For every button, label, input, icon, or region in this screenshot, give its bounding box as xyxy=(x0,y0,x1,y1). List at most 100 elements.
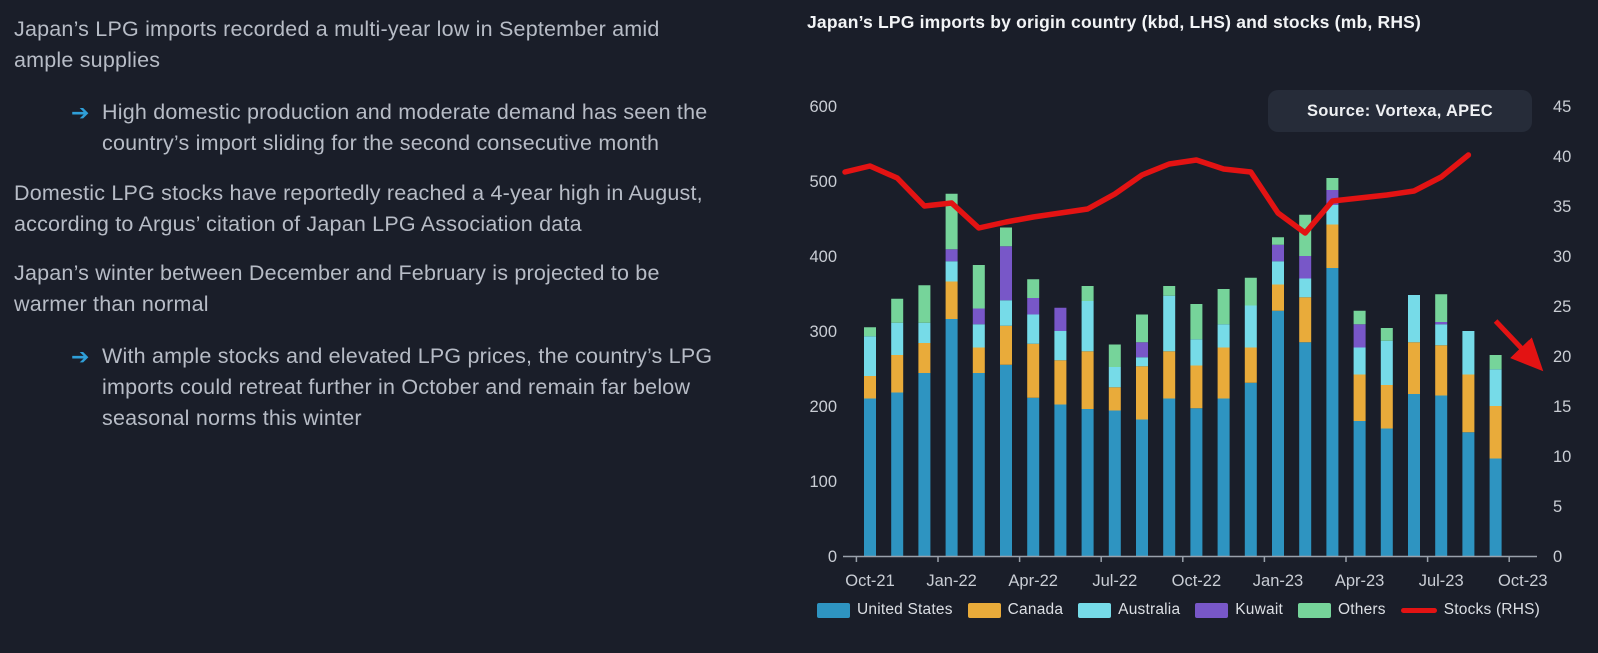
bar-segment xyxy=(1272,310,1284,556)
legend-item: Canada xyxy=(967,601,1064,619)
bar-segment xyxy=(1272,261,1284,285)
bar-segment xyxy=(1408,394,1420,556)
bar-segment xyxy=(1108,387,1121,411)
bar-segment xyxy=(972,347,985,373)
bar-segment xyxy=(1380,340,1393,385)
legend-line-swatch xyxy=(1400,607,1437,613)
y-axis-label-right: 25 xyxy=(1553,298,1571,316)
bar-segment xyxy=(918,373,931,556)
x-axis-label: Apr-23 xyxy=(1335,572,1385,590)
bar-segment xyxy=(918,322,931,343)
bullet-imports-low: Japan’s LPG imports recorded a multi-yea… xyxy=(14,17,660,72)
bar-segment xyxy=(1435,322,1448,325)
bar-segment xyxy=(1081,286,1094,301)
y-axis-label-left: 300 xyxy=(809,323,837,341)
bar-segment xyxy=(1027,397,1040,556)
y-axis-label-left: 200 xyxy=(809,398,837,416)
y-axis-label-right: 15 xyxy=(1553,398,1571,416)
bar-segment xyxy=(864,327,876,337)
bar-segment xyxy=(1272,237,1284,245)
legend-label: Australia xyxy=(1118,601,1181,618)
bar-segment xyxy=(1136,314,1148,343)
bar-segment xyxy=(1108,344,1121,367)
legend-color-swatch xyxy=(967,602,1001,618)
bar-segment xyxy=(1380,428,1393,556)
bar-segment xyxy=(1299,278,1312,298)
y-axis-label-right: 10 xyxy=(1553,448,1571,466)
sub-bullet-outlook: ➔ With ample stocks and elevated LPG pri… xyxy=(71,341,774,434)
bar-segment xyxy=(1190,304,1203,340)
commentary-panel: Japan’s LPG imports recorded a multi-yea… xyxy=(14,10,774,434)
bar-segment xyxy=(1054,307,1067,331)
legend-label: Kuwait xyxy=(1235,601,1283,618)
bar-segment xyxy=(1299,256,1312,279)
bar-segment xyxy=(1108,410,1121,556)
legend-color-swatch xyxy=(817,602,850,618)
sub-bullet-production-text: High domestic production and moderate de… xyxy=(102,100,708,155)
bar-segment xyxy=(1163,351,1176,399)
bar-segment xyxy=(1054,331,1067,361)
x-axis-label: Jul-23 xyxy=(1419,572,1464,590)
bar-segment xyxy=(1163,398,1176,556)
legend-label: United States xyxy=(857,601,953,618)
y-axis-label-left: 500 xyxy=(809,173,837,191)
legend-item: United States xyxy=(817,601,953,619)
bar-segment xyxy=(1353,347,1366,375)
bar-segment xyxy=(1462,374,1475,433)
legend-item: Kuwait xyxy=(1195,601,1283,619)
y-axis-label-right: 30 xyxy=(1553,248,1571,266)
bar-segment xyxy=(1190,408,1203,556)
bar-segment xyxy=(1489,355,1502,370)
bar-segment xyxy=(1081,351,1094,409)
chart-title: Japan’s LPG imports by origin country (k… xyxy=(807,12,1422,32)
x-axis-label: Oct-23 xyxy=(1498,572,1548,590)
x-axis-label: Apr-22 xyxy=(1008,572,1058,590)
legend-color-swatch xyxy=(1078,602,1112,618)
bar-segment xyxy=(945,249,958,262)
x-axis-label: Oct-21 xyxy=(845,572,895,590)
y-axis-label-left: 600 xyxy=(809,98,837,116)
stocks-forecast-arrow-icon xyxy=(1493,319,1544,372)
x-axis-label: Oct-22 xyxy=(1172,572,1222,590)
bar-segment xyxy=(891,392,904,556)
bar-segment xyxy=(1054,360,1067,405)
bar-segment xyxy=(1299,342,1312,556)
y-axis-label-right: 20 xyxy=(1553,348,1571,366)
y-axis-label-left: 0 xyxy=(828,548,837,566)
bar-segment xyxy=(1272,244,1284,262)
bar-segment xyxy=(972,265,985,309)
bar-segment xyxy=(1244,305,1257,348)
bar-segment xyxy=(1353,324,1366,348)
bar-segment xyxy=(1353,421,1366,556)
bar-segment xyxy=(1136,419,1148,556)
y-axis-label-right: 40 xyxy=(1553,148,1571,166)
bar-segment xyxy=(1272,284,1284,311)
bar-segment xyxy=(1136,342,1148,358)
bar-segment xyxy=(1108,367,1121,388)
y-axis-label-right: 0 xyxy=(1553,548,1562,566)
bar-segment xyxy=(1136,357,1148,367)
source-badge: Source: Vortexa, APEC xyxy=(1268,90,1532,132)
bullet-warm-winter: Japan’s winter between December and Febr… xyxy=(14,261,660,316)
bar-segment xyxy=(1217,347,1230,399)
x-axis-label: Jan-22 xyxy=(926,572,976,590)
bar-segment xyxy=(1380,385,1393,429)
legend-color-swatch xyxy=(1195,602,1229,618)
bar-segment xyxy=(1000,364,1012,556)
sub-bullet-outlook-text: With ample stocks and elevated LPG price… xyxy=(102,344,713,430)
bar-segment xyxy=(1326,205,1339,225)
bar-segment xyxy=(1244,347,1257,383)
bar-segment xyxy=(1190,365,1203,409)
bar-segment xyxy=(864,336,876,376)
arrow-bullet-icon: ➔ xyxy=(71,100,90,125)
bullet-stocks-high: Domestic LPG stocks have reportedly reac… xyxy=(14,181,703,236)
sub-bullet-production: ➔ High domestic production and moderate … xyxy=(71,97,774,159)
bar-segment xyxy=(1244,277,1257,306)
bar-segment xyxy=(1027,314,1040,344)
bar-segment xyxy=(1353,374,1366,421)
bar-segment xyxy=(1000,300,1012,326)
bar-segment xyxy=(1435,395,1448,556)
bar-segment xyxy=(1163,286,1176,296)
bar-segment xyxy=(1027,343,1040,398)
